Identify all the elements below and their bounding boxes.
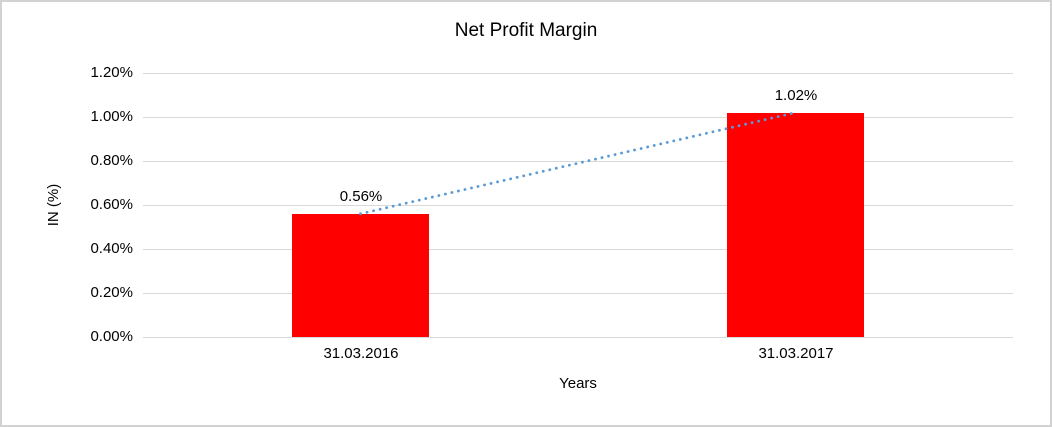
data-label: 0.56% bbox=[339, 188, 383, 205]
trendline-path bbox=[359, 111, 797, 216]
y-axis-tick-label: 0.20% bbox=[90, 284, 133, 301]
y-axis-tick-label: 0.80% bbox=[90, 152, 133, 169]
gridline bbox=[143, 205, 1013, 206]
chart-title: Net Profit Margin bbox=[454, 20, 598, 41]
gridline bbox=[143, 117, 1013, 118]
bar-31.03.2017 bbox=[727, 113, 864, 337]
y-axis-tick-label: 0.40% bbox=[90, 240, 133, 257]
plot-area: 0.56% 1.02% bbox=[143, 73, 1013, 338]
x-axis-title: Years bbox=[559, 375, 597, 392]
x-axis-tick-label: 31.03.2017 bbox=[758, 345, 834, 362]
data-label: 1.02% bbox=[774, 87, 818, 104]
y-axis-tick-label: 1.00% bbox=[90, 108, 133, 125]
bar-31.03.2016 bbox=[292, 214, 429, 337]
gridline bbox=[143, 73, 1013, 74]
y-axis-tick-label: 1.20% bbox=[90, 64, 133, 81]
gridline bbox=[143, 249, 1013, 250]
gridline bbox=[143, 161, 1013, 162]
gridline bbox=[143, 293, 1013, 294]
y-axis-tick-label: 0.60% bbox=[90, 196, 133, 213]
gridline bbox=[143, 337, 1013, 338]
trendline bbox=[359, 111, 797, 216]
y-axis-tick-label: 0.00% bbox=[90, 328, 133, 345]
x-axis-tick-label: 31.03.2016 bbox=[323, 345, 399, 362]
